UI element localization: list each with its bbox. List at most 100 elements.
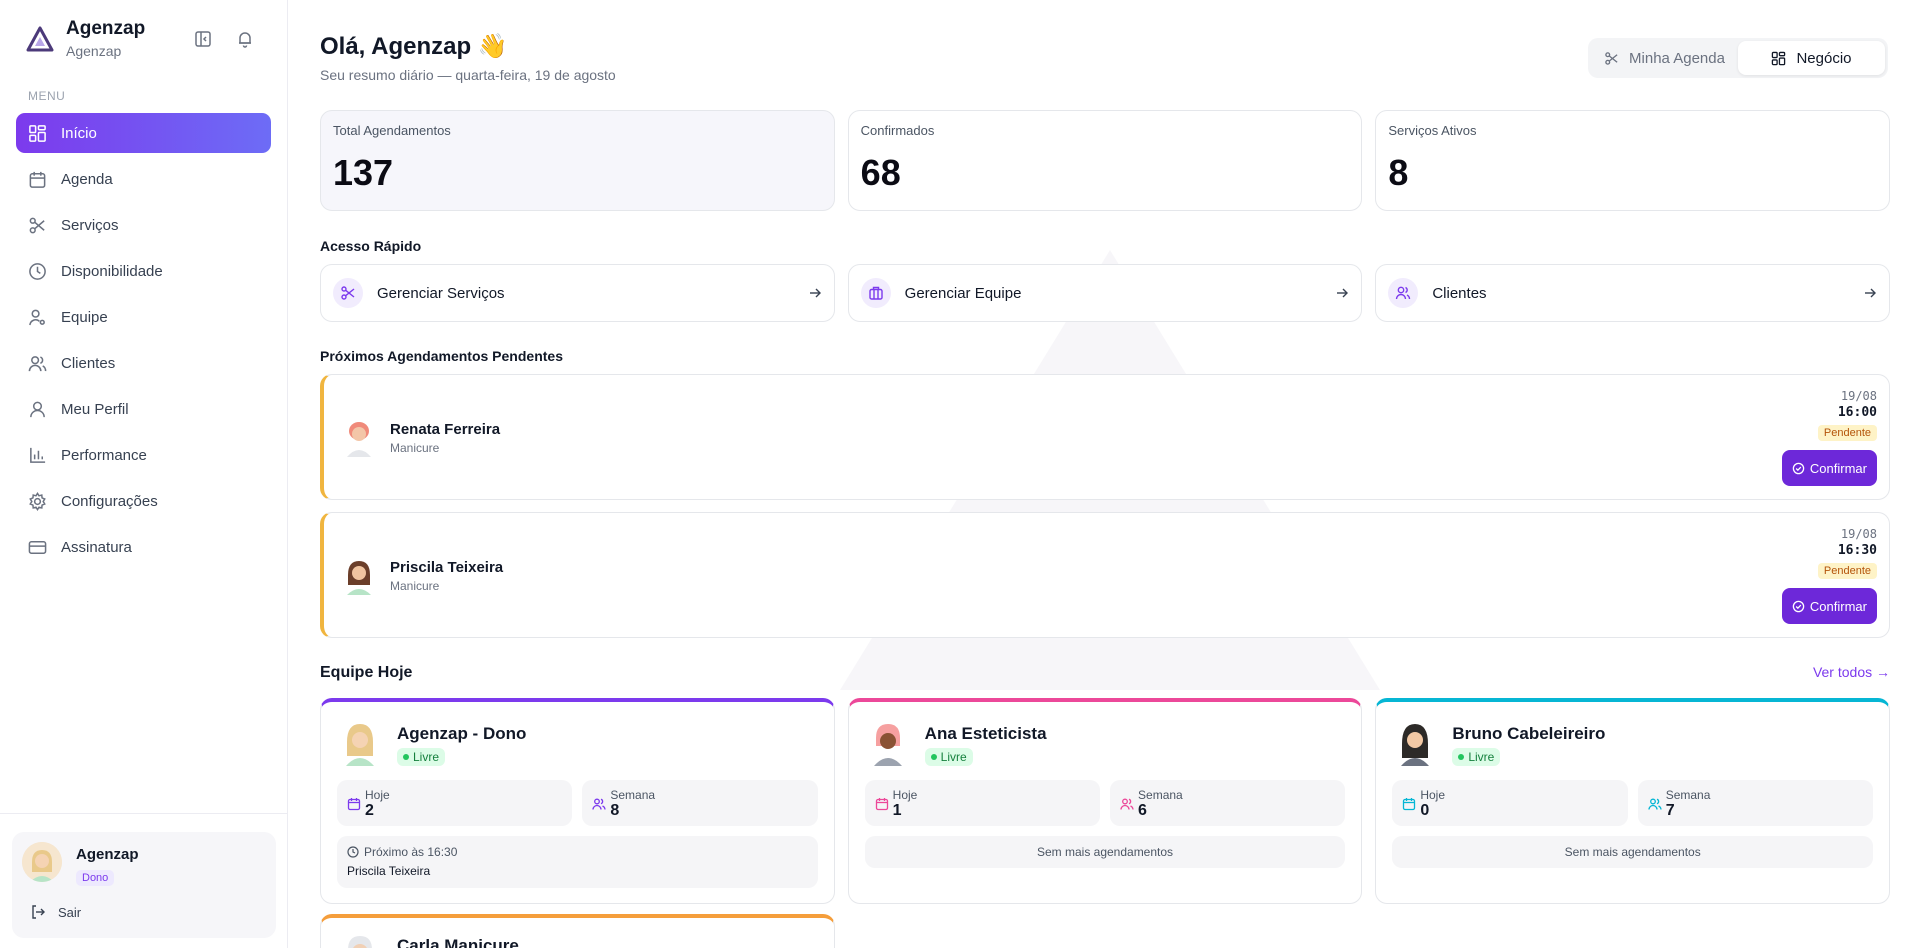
confirm-button[interactable]: Confirmar: [1781, 450, 1877, 486]
logout-button[interactable]: Sair: [30, 904, 81, 920]
user-name: Agenzap: [76, 846, 139, 863]
status-badge: Livre: [1452, 748, 1501, 766]
sidebar-item-label: Início: [61, 124, 97, 142]
status-label: Livre: [940, 750, 967, 764]
appointment-time: 16:30: [1837, 543, 1877, 558]
quick-access-title: Acesso Rápido: [320, 238, 422, 254]
users-icon: [1120, 798, 1134, 810]
calendar-icon: [29, 171, 46, 188]
stat-value: 1: [892, 802, 902, 819]
sidebar-item-inicio[interactable]: Início: [16, 113, 271, 153]
team-title: Equipe Hoje: [320, 664, 413, 681]
quick-link-label: Gerenciar Serviços: [377, 284, 505, 302]
notifications-button[interactable]: [234, 28, 256, 50]
clock-icon: [347, 846, 359, 858]
sidebar-item-clientes[interactable]: Clientes: [16, 343, 271, 383]
arrow-right-icon: [809, 288, 821, 298]
brand[interactable]: Agenzap Agenzap: [26, 18, 145, 60]
quick-icon: [1388, 278, 1419, 308]
appointment-date: 19/08: [1840, 389, 1877, 403]
pending-title: Próximos Agendamentos Pendentes: [320, 348, 563, 364]
stat-card-servicos-ativos: Serviços Ativos 8: [1375, 110, 1891, 211]
avatar: [346, 724, 374, 766]
collapse-sidebar-button[interactable]: [192, 28, 214, 50]
sidebar-item-meu-perfil[interactable]: Meu Perfil: [16, 389, 271, 429]
sidebar-item-label: Equipe: [61, 308, 108, 326]
calendar-icon: [875, 798, 888, 811]
member-stats: Hoje 2 Semana 8: [337, 780, 818, 826]
toggle-negocio[interactable]: Negócio: [1738, 41, 1885, 75]
stats-row: Total Agendamentos 137 Confirmados 68 Se…: [320, 110, 1891, 211]
week-stat: Semana 8: [582, 780, 818, 826]
next-appointment-label: Próximo às 16:30: [347, 845, 457, 859]
see-all-link[interactable]: Ver todos →: [1812, 664, 1890, 680]
appointment-date: 19/08: [1840, 527, 1877, 541]
today-stat: Hoje 0: [1392, 780, 1628, 826]
sidebar-item-equipe[interactable]: Equipe: [16, 297, 271, 337]
sidebar-item-disponibilidade[interactable]: Disponibilidade: [16, 251, 271, 291]
pending-appointment-card[interactable]: Renata Ferreira Manicure 19/08 16:00 Pen…: [320, 374, 1890, 500]
team-member-card[interactable]: Agenzap - Dono Livre Hoje 2 Semana 8 Pró…: [320, 698, 835, 904]
stat-value: 6: [1138, 802, 1147, 819]
sidebar-item-label: Agenda: [61, 170, 113, 188]
toggle-minha-agenda[interactable]: Minha Agenda: [1591, 41, 1738, 75]
stat-value: 8: [610, 802, 620, 819]
scissors-icon: [1605, 51, 1618, 65]
status-badge: Livre: [397, 748, 446, 766]
quick-link-servicos[interactable]: Gerenciar Serviços: [320, 264, 835, 322]
avatar: [873, 724, 902, 766]
check-circle-icon: [1792, 600, 1805, 612]
quick-link-equipe[interactable]: Gerenciar Equipe: [847, 264, 1363, 322]
stat-value: 0: [1420, 802, 1430, 819]
sidebar-item-servicos[interactable]: Serviços: [16, 205, 271, 245]
member-name: Carla Manicure: [397, 936, 519, 948]
stat-label: Semana: [1138, 788, 1183, 802]
avatar: [22, 842, 62, 882]
no-more-appointments: Sem mais agendamentos: [864, 836, 1346, 868]
check-circle-icon: [1792, 462, 1805, 474]
team-member-card[interactable]: Ana Esteticista Livre Hoje 1 Semana 6 Se…: [847, 698, 1363, 904]
confirm-label: Confirmar: [1809, 460, 1867, 476]
toggle-label: Minha Agenda: [1629, 49, 1725, 67]
quick-link-clientes[interactable]: Clientes: [1375, 264, 1891, 322]
team-member-card[interactable]: Bruno Cabeleireiro Livre Hoje 0 Semana 7…: [1375, 698, 1891, 904]
stat-label: Total Agendamentos: [333, 123, 451, 138]
next-appointment[interactable]: Próximo às 16:30 Priscila Teixeira: [337, 836, 818, 888]
user-gear-icon: [29, 309, 45, 325]
stat-card-confirmados: Confirmados 68: [847, 110, 1363, 211]
sidebar-item-assinatura[interactable]: Assinatura: [16, 527, 271, 567]
grid-icon: [29, 124, 46, 142]
member-stats: Hoje 1 Semana 6: [864, 780, 1346, 826]
stat-value: 68: [860, 152, 901, 193]
toggle-label: Negócio: [1796, 49, 1852, 67]
confirm-button[interactable]: Confirmar: [1781, 588, 1877, 624]
stat-label: Hoje: [1420, 788, 1446, 802]
member-name: Bruno Cabeleireiro: [1452, 724, 1606, 743]
status-dot: [403, 754, 409, 760]
stat-label: Semana: [610, 788, 656, 802]
stat-value: 137: [333, 152, 394, 193]
stat-card-total: Total Agendamentos 137: [320, 110, 835, 211]
sidebar-item-label: Disponibilidade: [61, 262, 163, 280]
sidebar-item-label: Configurações: [61, 492, 158, 510]
status-dot: [930, 754, 937, 760]
avatar: [347, 422, 371, 457]
pending-appointment-card[interactable]: Priscila Teixeira Manicure 19/08 16:30 P…: [320, 512, 1890, 638]
page-title: Olá, Agenzap 👋: [320, 33, 508, 60]
sidebar-item-configuracoes[interactable]: Configurações: [16, 481, 271, 521]
user-card[interactable]: Agenzap Dono Sair: [12, 832, 276, 938]
sidebar-collapse-icon: [195, 31, 211, 47]
sidebar-item-performance[interactable]: Performance: [16, 435, 271, 475]
no-more-appointments: Sem mais agendamentos: [1392, 836, 1874, 868]
sidebar: Agenzap Agenzap MENU Início Agenda Servi…: [0, 0, 288, 948]
team-member-card[interactable]: Carla Manicure: [320, 914, 835, 948]
stat-value: 7: [1665, 802, 1675, 819]
briefcase-icon: [868, 286, 883, 300]
status-dot: [1458, 754, 1465, 760]
users-icon: [592, 798, 606, 810]
stat-value: 8: [1388, 152, 1409, 193]
brand-subtitle: Agenzap: [66, 43, 122, 59]
sidebar-item-label: Serviços: [61, 216, 119, 234]
service-name: Manicure: [390, 579, 440, 593]
sidebar-item-agenda[interactable]: Agenda: [16, 159, 271, 199]
